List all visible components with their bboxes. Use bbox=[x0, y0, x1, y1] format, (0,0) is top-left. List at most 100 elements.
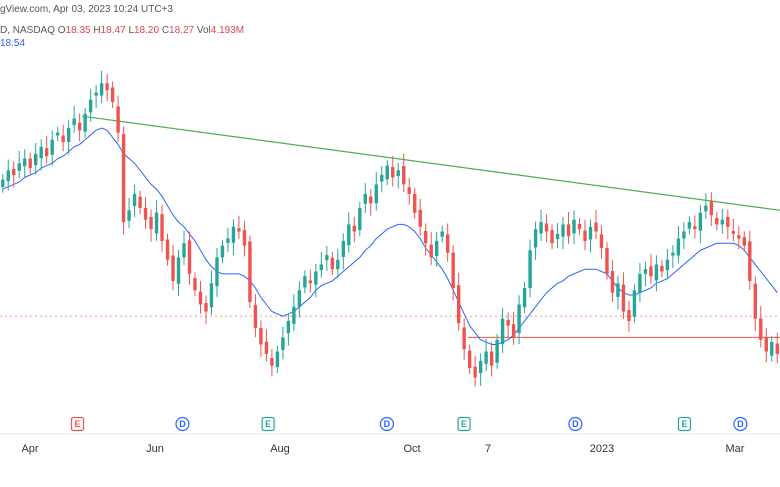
earnings-marker: E bbox=[261, 416, 275, 432]
candle-body bbox=[632, 290, 637, 317]
chart-levels bbox=[0, 115, 780, 338]
x-tick-label: 7 bbox=[485, 443, 491, 455]
candle-body bbox=[215, 257, 219, 287]
candle-body bbox=[775, 343, 779, 354]
candle-body bbox=[171, 255, 175, 281]
candle-body bbox=[66, 127, 71, 143]
event-letter: E bbox=[461, 419, 467, 429]
earnings-marker: E bbox=[70, 416, 85, 432]
candle-body bbox=[731, 231, 736, 234]
candle-body bbox=[413, 193, 417, 213]
event-letter: D bbox=[737, 419, 744, 429]
candle-body bbox=[676, 238, 681, 256]
candle-body bbox=[500, 318, 505, 344]
candle-body bbox=[165, 239, 170, 260]
candle-body bbox=[588, 226, 593, 240]
candle-body bbox=[292, 306, 296, 324]
low-label: L bbox=[128, 25, 134, 36]
candle-body bbox=[330, 257, 335, 270]
candle-body bbox=[83, 113, 87, 132]
candle-body bbox=[391, 167, 395, 178]
dividend-marker: D bbox=[568, 416, 583, 432]
candle-body bbox=[720, 219, 725, 225]
candle-body bbox=[248, 241, 252, 303]
candle-body bbox=[698, 212, 703, 231]
candle-body bbox=[654, 264, 659, 281]
symbol-ohlc-line: D, NASDAQ O18.35 H18.47 L18.20 C18.27 Vo… bbox=[0, 25, 244, 36]
event-letter: E bbox=[265, 419, 271, 429]
candle-body bbox=[198, 291, 203, 305]
candle-body bbox=[182, 243, 186, 258]
candle-body bbox=[237, 228, 241, 232]
candle-body bbox=[231, 226, 236, 243]
candle-body bbox=[544, 223, 549, 232]
dividend-marker: D bbox=[733, 416, 748, 432]
candle-body bbox=[275, 351, 280, 368]
low-value: 18.20 bbox=[134, 25, 160, 36]
candle-body bbox=[742, 237, 746, 246]
candle-body bbox=[726, 216, 730, 227]
candle-body bbox=[610, 271, 615, 293]
candle-body bbox=[407, 187, 411, 194]
candles-layer bbox=[1, 70, 779, 387]
candle-body bbox=[550, 230, 554, 244]
candle-body bbox=[704, 205, 708, 212]
candle-body bbox=[665, 259, 670, 271]
candle-body bbox=[522, 287, 527, 308]
candle-body bbox=[380, 175, 384, 182]
candle-body bbox=[154, 212, 159, 234]
candle-body bbox=[484, 351, 488, 364]
candle-body bbox=[23, 158, 27, 167]
candle-body bbox=[1, 179, 5, 187]
candle-body bbox=[687, 222, 692, 229]
candle-body bbox=[149, 216, 153, 230]
candle-body bbox=[599, 234, 604, 248]
candle-body bbox=[55, 132, 60, 136]
candle-body bbox=[61, 135, 65, 143]
event-letter: D bbox=[572, 419, 579, 429]
candle-body bbox=[517, 304, 521, 334]
dividend-icon bbox=[733, 416, 748, 432]
event-letter: D bbox=[179, 419, 186, 429]
candle-body bbox=[621, 284, 626, 312]
candle-body bbox=[737, 235, 741, 239]
candle-body bbox=[495, 339, 499, 363]
candle-body bbox=[116, 106, 120, 133]
x-tick-label: Apr bbox=[21, 443, 38, 455]
candle-body bbox=[132, 193, 137, 207]
candle-body bbox=[88, 99, 93, 113]
candle-body bbox=[671, 252, 675, 256]
candle-body bbox=[127, 210, 131, 221]
candle-body bbox=[242, 230, 247, 246]
event-letter: D bbox=[384, 419, 391, 429]
candle-body bbox=[770, 342, 774, 356]
high-value: 18.47 bbox=[100, 25, 126, 36]
candle-body bbox=[577, 223, 582, 230]
candle-body bbox=[209, 283, 214, 308]
candle-body bbox=[402, 166, 406, 185]
candle-body bbox=[259, 327, 263, 345]
candle-body bbox=[50, 139, 54, 155]
candle-body bbox=[6, 170, 10, 182]
candle-body bbox=[511, 324, 516, 338]
candle-body bbox=[369, 196, 373, 204]
candle-body bbox=[39, 146, 43, 159]
candle-body bbox=[456, 285, 461, 324]
candle-body bbox=[605, 247, 609, 274]
x-tick-label: Mar bbox=[726, 443, 745, 455]
candle-body bbox=[193, 278, 197, 291]
candle-body bbox=[226, 238, 230, 243]
candle-body bbox=[528, 250, 532, 288]
candle-body bbox=[764, 336, 768, 352]
candle-body bbox=[77, 122, 82, 131]
candle-body bbox=[270, 358, 274, 366]
candle-body bbox=[374, 184, 378, 204]
candle-body bbox=[616, 283, 620, 297]
candle-body bbox=[297, 290, 302, 307]
moving-average-layer bbox=[2, 127, 778, 345]
candle-body bbox=[99, 83, 104, 96]
candle-body bbox=[583, 230, 587, 241]
candle-body bbox=[561, 224, 565, 237]
candle-body bbox=[253, 304, 258, 328]
